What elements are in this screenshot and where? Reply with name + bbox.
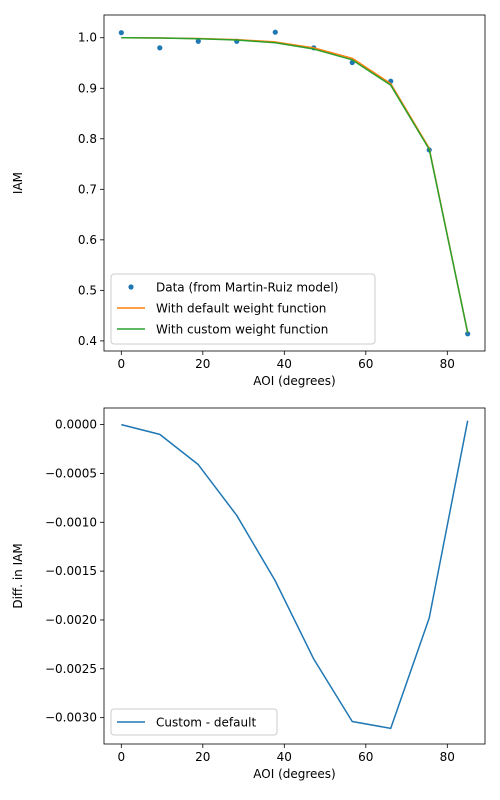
y-tick-label: −0.0010: [45, 515, 97, 529]
x-axis-label: AOI (degrees): [253, 374, 335, 388]
y-tick-label: −0.0005: [45, 466, 97, 480]
data-point: [157, 45, 163, 51]
data-point: [195, 38, 201, 44]
y-tick-label: 0.9: [78, 81, 97, 95]
data-point: [272, 29, 278, 35]
y-tick-label: 0.7: [78, 182, 97, 196]
legend: Custom - default: [110, 708, 278, 736]
series-line-3: [121, 36, 469, 333]
x-tick-label: 20: [195, 357, 210, 371]
x-tick-label: 40: [277, 750, 292, 764]
legend: Data (from Martin-Ruiz model) With defaul…: [110, 273, 376, 345]
legend-point-marker: [128, 284, 134, 290]
y-tick-label: 1.0: [78, 31, 97, 45]
chart-panel-1: 0 20 40 60 80 0.4 0.5 0.6 0.7 0.8 0.9 1.0 AOI (degre…: [11, 14, 486, 388]
axes-frame: [103, 14, 486, 352]
x-tick-label: 40: [277, 357, 292, 371]
y-axis-label: IAM: [11, 172, 25, 194]
data-point: [118, 30, 124, 36]
legend-box: [110, 273, 376, 345]
y-tick-label: 0.8: [78, 132, 97, 146]
y-tick-label: −0.0020: [45, 613, 97, 627]
y-tick-label: −0.0030: [45, 711, 97, 725]
legend-label: Custom - default: [156, 716, 256, 730]
y-tick-label: 0.4: [78, 334, 97, 348]
x-axis-label: AOI (degrees): [253, 767, 335, 781]
y-axis-label: Diff. in IAM: [11, 543, 25, 608]
y-tick-label: −0.0025: [45, 662, 97, 676]
axes-frame: [103, 407, 486, 745]
legend-label: Data (from Martin-Ruiz model): [156, 281, 338, 295]
series-line-1: [121, 420, 469, 730]
x-tick-label: 0: [117, 750, 125, 764]
y-tick-label: −0.0015: [45, 564, 97, 578]
x-tick-label: 60: [358, 357, 373, 371]
x-tick-label: 80: [440, 357, 455, 371]
legend-label: With default weight function: [156, 302, 326, 316]
legend-label: With custom weight function: [156, 323, 328, 337]
y-tick-label: 0.6: [78, 233, 97, 247]
x-tick-label: 20: [195, 750, 210, 764]
data-point: [465, 331, 471, 337]
x-tick-label: 60: [358, 750, 373, 764]
chart-panel-2: 0 20 40 60 80 0.0000 −0.0005 −0.0010 −0.0015 −0.0…: [11, 407, 486, 781]
legend-box: [110, 708, 278, 736]
x-tick-label: 0: [117, 357, 125, 371]
x-tick-label: 80: [440, 750, 455, 764]
y-tick-label: 0.5: [78, 283, 97, 297]
y-tick-label: 0.0000: [55, 418, 97, 432]
